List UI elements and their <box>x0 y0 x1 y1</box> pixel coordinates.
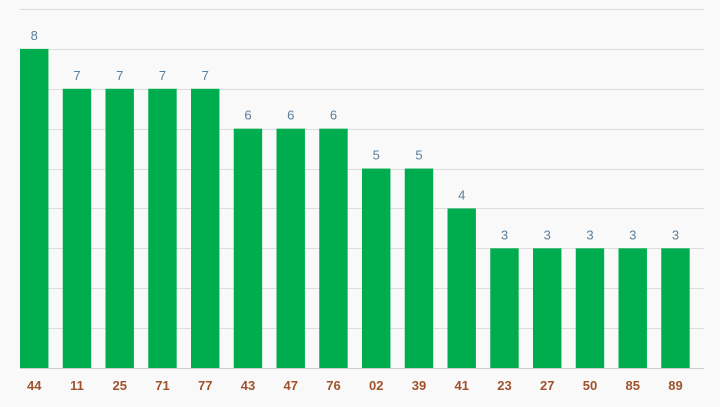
bar-44 <box>20 48 49 368</box>
bar-50 <box>575 248 605 368</box>
bar-27 <box>533 248 562 368</box>
x-tick-label-71: 71 <box>155 378 169 393</box>
x-tick-label-89: 89 <box>668 378 682 393</box>
x-tick-label-76: 76 <box>326 378 340 393</box>
x-tick-label-85: 85 <box>625 378 639 393</box>
bar-77 <box>191 88 220 368</box>
x-tick-label-43: 43 <box>241 378 255 393</box>
bar-43 <box>233 128 263 368</box>
bar-85 <box>618 248 647 368</box>
x-tick-label-02: 02 <box>369 378 383 393</box>
value-label-11: 7 <box>73 68 80 83</box>
x-tick-label-77: 77 <box>198 378 212 393</box>
value-label-25: 7 <box>116 68 123 83</box>
value-label-41: 4 <box>458 187 465 202</box>
x-tick-label-47: 47 <box>283 378 297 393</box>
value-label-27: 3 <box>544 227 551 242</box>
bar-02 <box>362 168 391 368</box>
value-label-85: 3 <box>629 227 636 242</box>
x-tick-label-11: 11 <box>70 378 84 393</box>
bar-89 <box>661 248 690 368</box>
value-label-02: 5 <box>373 148 380 163</box>
bar-25 <box>105 88 134 368</box>
value-label-43: 6 <box>244 108 251 123</box>
value-label-47: 6 <box>287 108 294 123</box>
x-tick-label-50: 50 <box>583 378 597 393</box>
bar-23 <box>490 248 519 368</box>
bar-71 <box>148 88 177 368</box>
value-label-44: 8 <box>31 28 38 43</box>
value-label-23: 3 <box>501 227 508 242</box>
value-label-50: 3 <box>586 227 593 242</box>
x-tick-label-44: 44 <box>27 378 42 393</box>
bar-47 <box>276 128 305 368</box>
value-label-89: 3 <box>672 227 679 242</box>
value-label-77: 7 <box>202 68 209 83</box>
bars <box>20 48 690 368</box>
value-labels: 8 7 7 7 7 6 6 6 5 5 4 3 3 3 3 3 <box>31 28 679 242</box>
bar-41 <box>447 208 476 368</box>
value-label-71: 7 <box>159 68 166 83</box>
x-tick-label-27: 27 <box>540 378 554 393</box>
bar-11 <box>62 88 92 368</box>
x-tick-label-25: 25 <box>112 378 126 393</box>
x-tick-label-41: 41 <box>454 378 468 393</box>
x-tick-label-39: 39 <box>412 378 426 393</box>
value-label-39: 5 <box>415 148 422 163</box>
x-axis-tick-labels: 44 11 25 71 77 43 47 76 02 39 41 23 27 50 85 89 <box>27 378 683 393</box>
value-label-76: 6 <box>330 108 337 123</box>
bar-76 <box>319 128 348 368</box>
x-tick-label-23: 23 <box>497 378 511 393</box>
bar-39 <box>404 168 434 368</box>
